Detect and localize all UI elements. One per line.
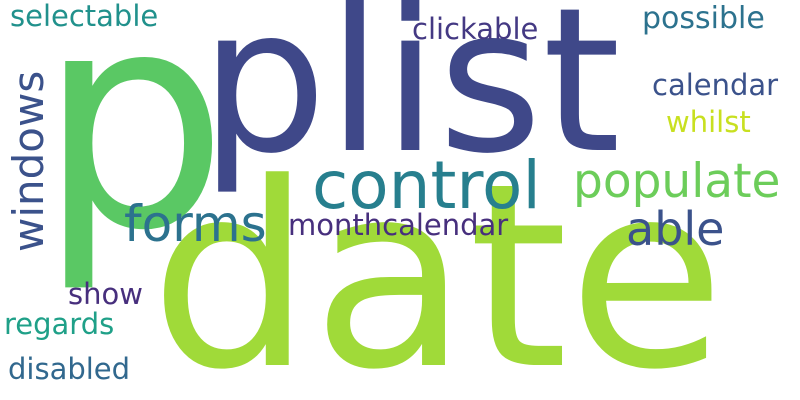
word-possible: possible xyxy=(642,1,765,36)
word-whilst: whilst xyxy=(666,105,751,139)
word-date: date xyxy=(150,129,725,400)
word-monthcalendar: monthcalendar xyxy=(288,208,509,242)
word-forms: forms xyxy=(124,195,267,253)
word-selectable: selectable xyxy=(10,0,159,33)
word-regards: regards xyxy=(4,307,115,341)
word-populate: populate xyxy=(573,154,781,209)
word-p-big: p xyxy=(38,0,229,296)
word-control: control xyxy=(312,147,541,224)
word-windows: windows xyxy=(4,70,53,252)
word-able: able xyxy=(626,202,725,256)
word-plist: plist xyxy=(200,0,621,198)
word-disabled: disabled xyxy=(8,352,131,386)
word-clickable: clickable xyxy=(412,12,539,46)
word-calendar: calendar xyxy=(652,68,779,102)
word-show: show xyxy=(68,277,143,311)
